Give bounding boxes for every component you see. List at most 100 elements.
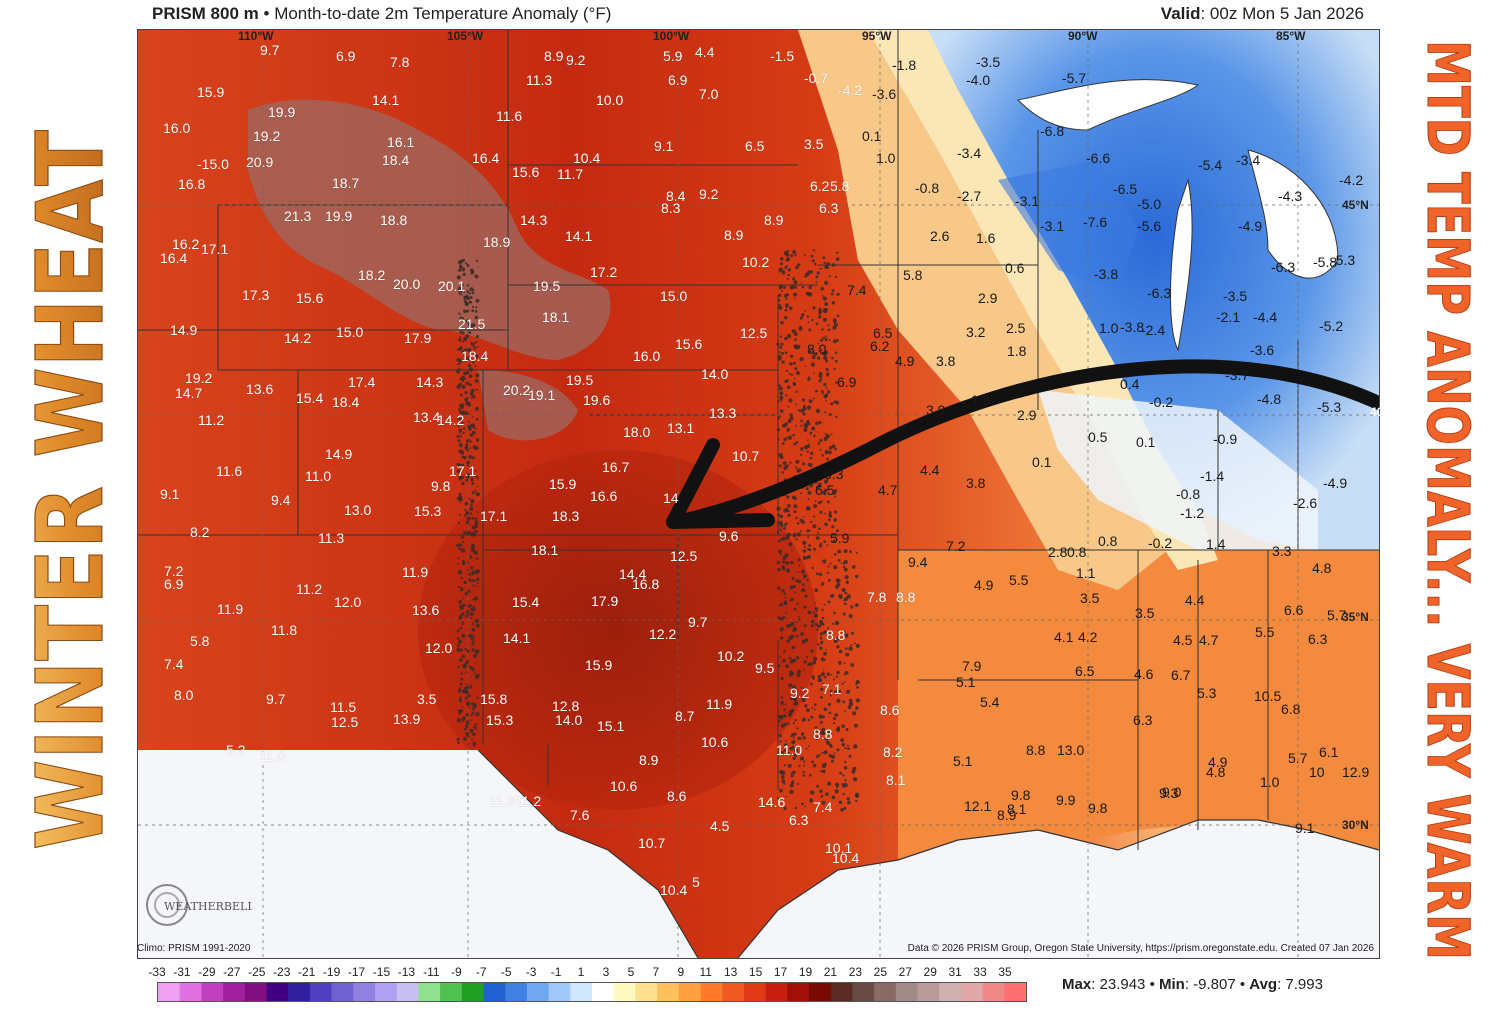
speckle — [792, 250, 796, 255]
speckle — [823, 308, 826, 311]
colorbar-swatch — [982, 983, 1005, 1001]
speckle — [470, 719, 472, 722]
speckle — [824, 449, 829, 455]
speckle — [836, 645, 840, 649]
map-value-label: -6.3 — [1147, 285, 1172, 301]
speckle — [464, 696, 468, 700]
map-value-label: 10 — [1309, 764, 1325, 780]
map-value-label: -5.8 — [1313, 254, 1338, 270]
speckle — [471, 456, 475, 460]
speckle — [825, 478, 829, 482]
map-value-label: 9.7 — [688, 614, 708, 630]
speckle — [835, 584, 840, 589]
speckle — [800, 453, 803, 456]
colorbar-tick-label: -25 — [248, 965, 266, 979]
colorbar-tick-label: -19 — [322, 965, 341, 979]
speckle — [461, 481, 465, 486]
speckle — [786, 495, 790, 499]
speckle — [804, 275, 807, 278]
speckle — [795, 538, 798, 541]
speckle — [833, 400, 837, 404]
speckle — [791, 576, 795, 580]
speckle — [464, 397, 469, 402]
speckle — [827, 579, 831, 582]
speckle — [834, 789, 839, 794]
speckle — [828, 711, 832, 715]
speckle — [796, 669, 802, 674]
map-value-label: 8.8 — [826, 627, 846, 643]
speckle — [474, 618, 479, 623]
speckle — [834, 620, 840, 626]
colorbar — [157, 982, 1027, 1002]
speckle — [809, 774, 812, 777]
speckle — [776, 342, 780, 347]
speckle — [803, 694, 806, 697]
speckle — [804, 546, 806, 548]
speckle — [824, 522, 828, 527]
speckle — [471, 361, 475, 364]
speckle — [821, 727, 826, 732]
speckle — [465, 334, 469, 338]
map-value-label: 5.7 — [1327, 607, 1347, 623]
speckle — [466, 530, 471, 535]
speckle — [800, 408, 805, 413]
speckle — [476, 485, 479, 488]
speckle — [795, 424, 797, 427]
speckle — [817, 643, 820, 646]
speckle — [777, 513, 781, 517]
speckle — [474, 521, 479, 525]
map-value-label: 0.8 — [1067, 544, 1087, 560]
avg-value: : 7.993 — [1277, 976, 1323, 993]
speckle — [835, 359, 838, 363]
speckle — [474, 379, 479, 383]
speckle — [844, 633, 849, 638]
colorbar-tick-label: 19 — [798, 965, 813, 979]
map-value-label: 8.9 — [544, 48, 564, 64]
speckle — [827, 266, 830, 269]
speckle — [809, 800, 813, 803]
speckle — [475, 651, 477, 654]
speckle — [458, 449, 463, 454]
map-value-label: 11.9 — [489, 793, 516, 809]
speckle — [475, 438, 480, 442]
map-canvas — [138, 30, 1379, 958]
speckle — [461, 654, 466, 659]
speckle — [854, 723, 858, 728]
speckle — [474, 654, 477, 657]
speckle — [849, 550, 852, 554]
map-value-label: 1.8 — [1007, 343, 1027, 359]
speckle — [472, 584, 475, 587]
speckle — [474, 489, 477, 492]
map-value-label: -0.7 — [804, 70, 829, 86]
speckle — [471, 543, 476, 548]
speckle — [824, 512, 826, 515]
lat-label-40: 40°N — [1370, 405, 1397, 419]
speckle — [785, 369, 789, 373]
speckle — [781, 360, 785, 364]
speckle — [819, 377, 823, 380]
speckle — [813, 504, 818, 509]
speckle — [777, 400, 780, 403]
speckle — [785, 522, 788, 525]
speckle — [804, 704, 808, 708]
speckle — [779, 716, 783, 720]
speckle — [466, 460, 471, 465]
map-value-label: 8.2 — [190, 524, 210, 540]
map-value-label: 19.5 — [566, 372, 594, 388]
speckle — [465, 720, 470, 724]
map-value-label: 1.8 — [971, 392, 991, 408]
speckle — [830, 402, 834, 406]
speckle — [812, 249, 816, 252]
speckle — [463, 272, 466, 275]
speckle — [460, 589, 463, 592]
map-value-label: 9.3 — [1159, 785, 1179, 801]
speckle — [464, 509, 467, 512]
colorbar-tick-label: 11 — [699, 965, 712, 979]
speckle — [815, 572, 819, 576]
speckle — [471, 572, 474, 575]
speckle — [844, 760, 847, 764]
speckle — [465, 610, 470, 614]
speckle — [837, 549, 842, 554]
map-value-label: 11.8 — [271, 622, 298, 638]
speckle — [467, 589, 471, 594]
